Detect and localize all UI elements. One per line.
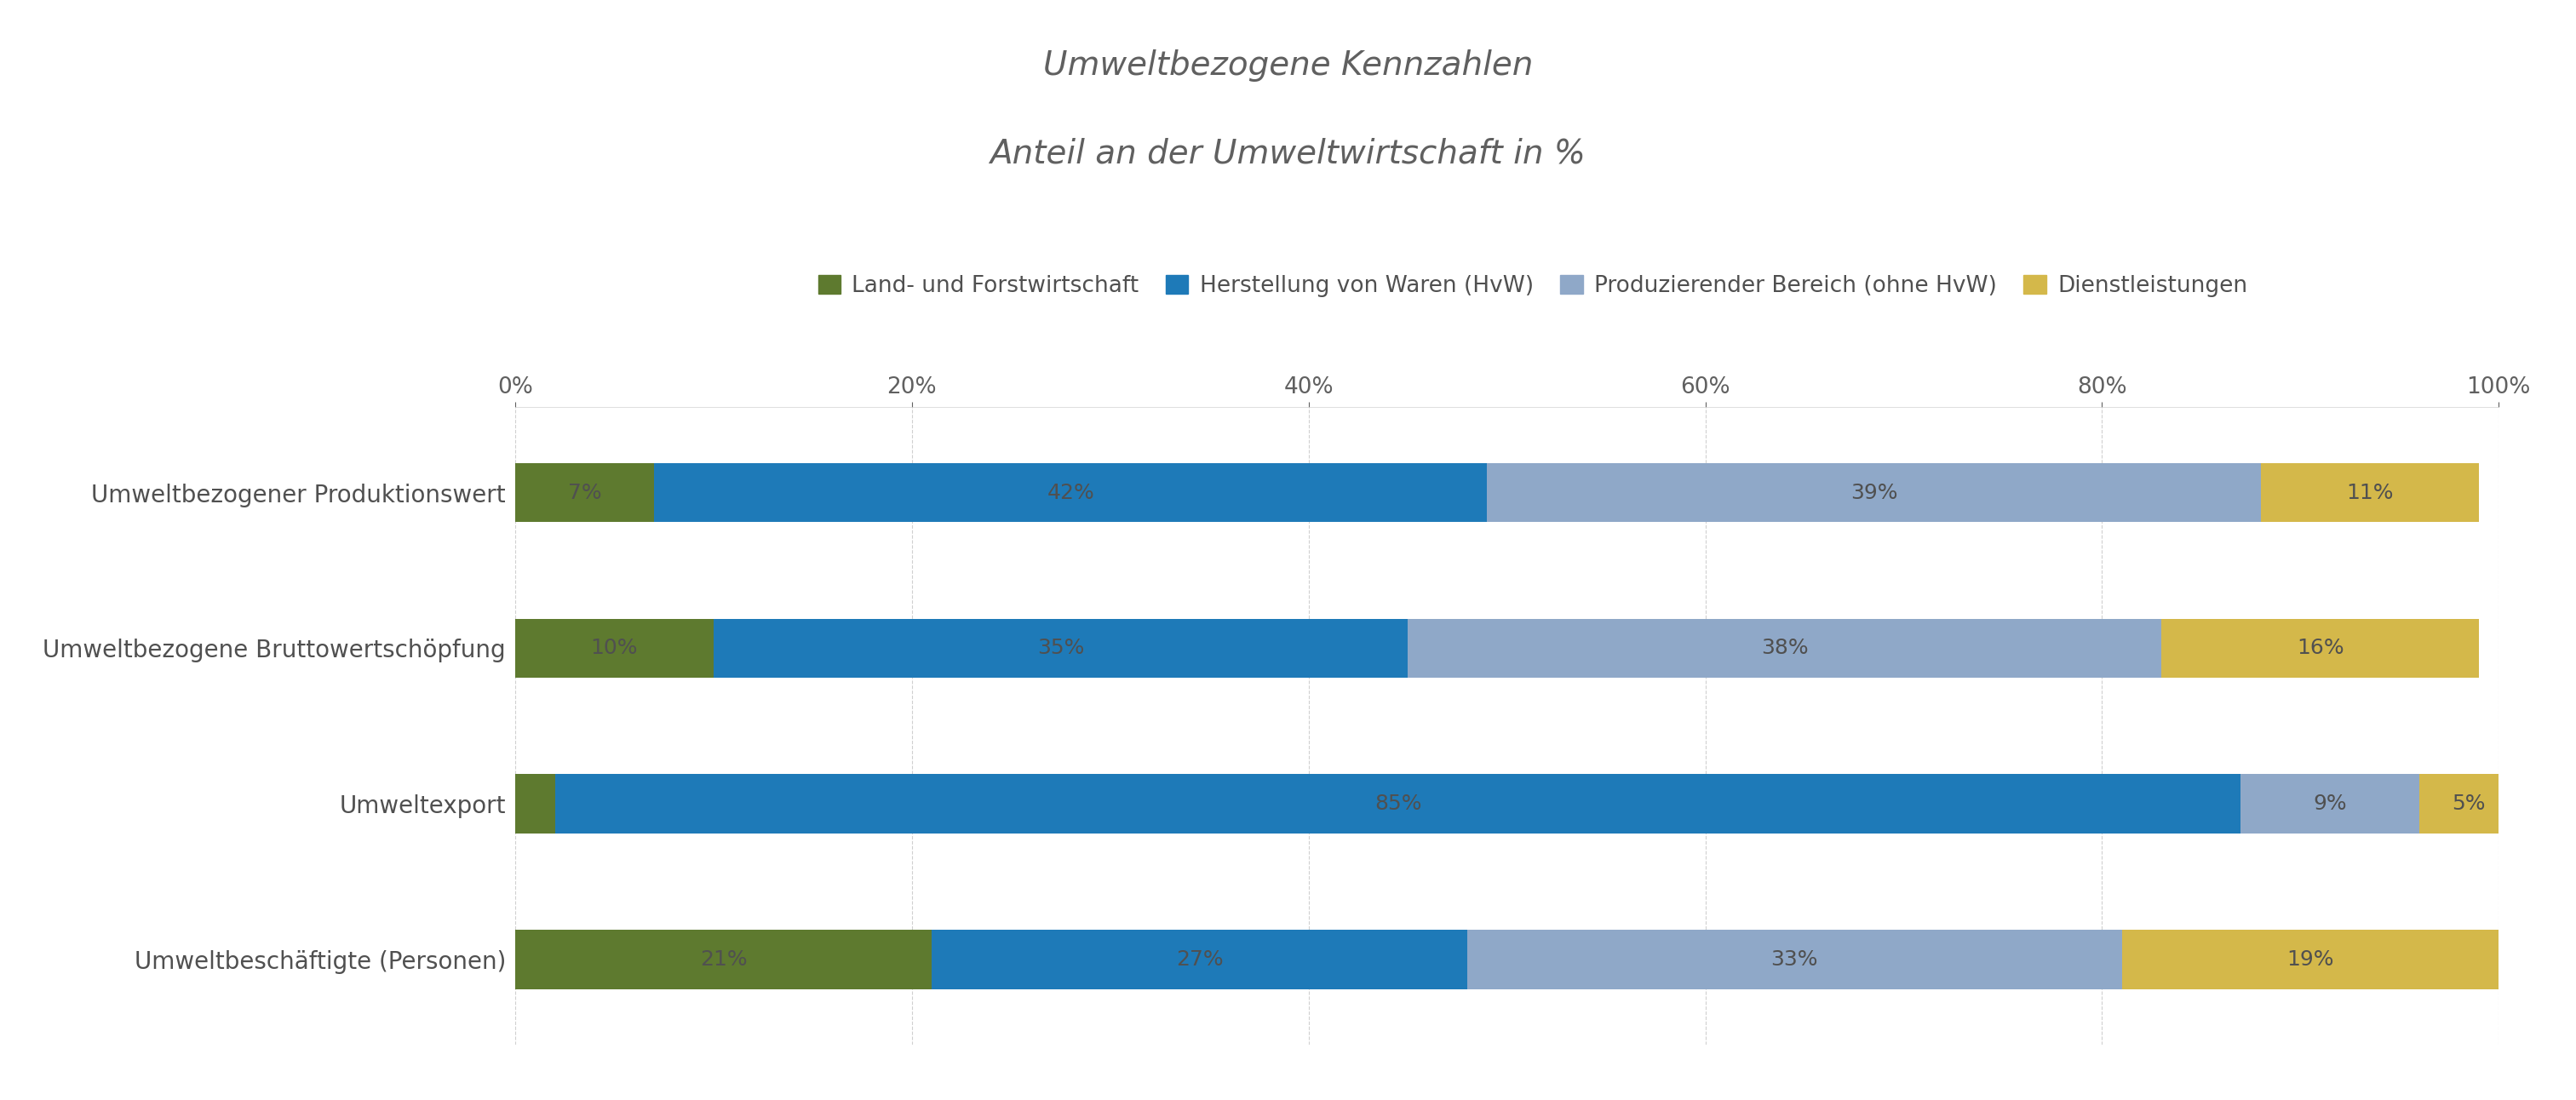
Text: 16%: 16% (2298, 638, 2344, 659)
Bar (2123, 930, 2499, 989)
Bar (2262, 463, 2478, 522)
Bar (515, 774, 554, 834)
Bar (654, 463, 1486, 522)
Text: 42%: 42% (1046, 483, 1095, 503)
Bar (2161, 618, 2478, 678)
Text: 38%: 38% (1762, 638, 1808, 659)
Bar (554, 774, 2241, 834)
Bar (714, 618, 1406, 678)
Bar (1468, 930, 2123, 989)
Bar (515, 463, 654, 522)
Text: 21%: 21% (701, 949, 747, 969)
Bar (1406, 618, 2161, 678)
Text: Umweltbezogene Kennzahlen: Umweltbezogene Kennzahlen (1043, 50, 1533, 81)
Text: 9%: 9% (2313, 793, 2347, 814)
Text: 11%: 11% (2347, 483, 2393, 503)
Text: 27%: 27% (1175, 949, 1224, 969)
Text: Anteil an der Umweltwirtschaft in %: Anteil an der Umweltwirtschaft in % (989, 138, 1587, 169)
Bar (933, 930, 1468, 989)
Text: 33%: 33% (1770, 949, 1819, 969)
Bar (1486, 463, 2262, 522)
Text: 5%: 5% (2452, 793, 2486, 814)
Bar (2241, 774, 2419, 834)
Text: 85%: 85% (1373, 793, 1422, 814)
Text: 39%: 39% (1850, 483, 1899, 503)
Text: 19%: 19% (2287, 949, 2334, 969)
Legend: Land- und Forstwirtschaft, Herstellung von Waren (HvW), Produzierender Bereich (: Land- und Forstwirtschaft, Herstellung v… (819, 275, 2246, 297)
Bar (515, 930, 933, 989)
Text: 7%: 7% (567, 483, 600, 503)
Bar (2419, 774, 2519, 834)
Bar (515, 618, 714, 678)
Text: 35%: 35% (1038, 638, 1084, 659)
Text: 10%: 10% (590, 638, 639, 659)
